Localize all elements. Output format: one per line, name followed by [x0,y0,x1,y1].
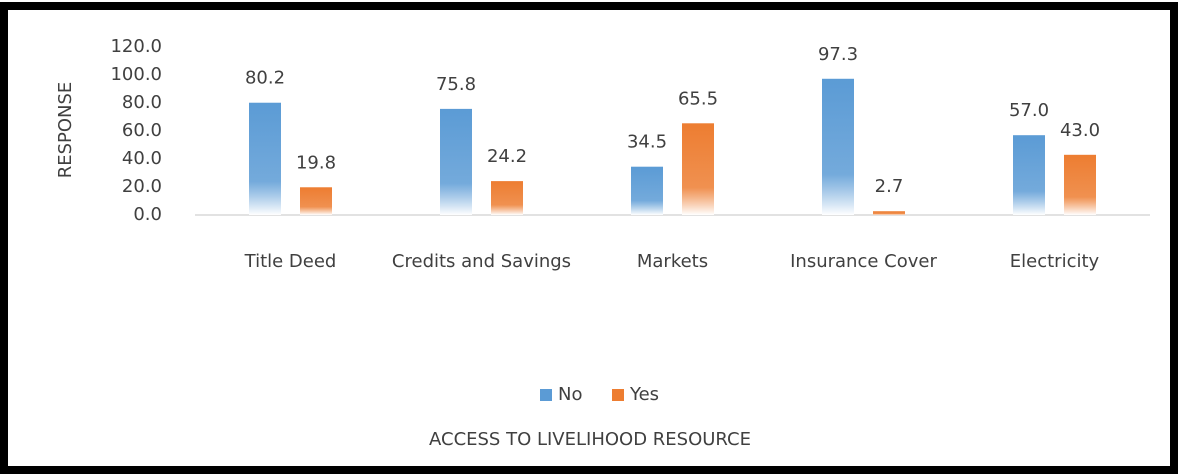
bar [440,108,472,215]
legend-swatch [612,389,624,401]
y-tick-label: 100.0 [110,64,162,85]
bar [249,102,281,215]
y-tick-label: 80.0 [122,92,162,113]
bar [1013,135,1045,215]
legend-label: No [558,384,582,405]
bar [300,187,332,215]
y-tick-label: 0.0 [133,204,162,225]
bar [873,211,905,215]
bar [1064,154,1096,215]
x-axis-title: ACCESS TO LIVELIHOOD RESOURCE [429,429,751,450]
bar [631,166,663,215]
data-label: 97.3 [818,44,858,65]
legend-label: Yes [629,384,659,405]
x-tick-label: Title Deed [244,251,337,272]
data-label: 57.0 [1009,100,1049,121]
data-label: 2.7 [875,176,904,197]
bar [682,123,714,215]
bar [491,181,523,215]
x-tick-label: Insurance Cover [790,251,937,272]
y-axis-title: RESPONSE [55,82,76,179]
x-tick-label: Credits and Savings [391,251,572,272]
data-label: 80.2 [245,68,285,89]
legend-swatch [540,389,552,401]
x-tick-label: Markets [636,251,709,272]
bar [822,78,854,215]
y-tick-label: 40.0 [122,148,162,169]
data-label: 65.5 [678,88,718,109]
y-tick-label: 60.0 [122,120,162,141]
x-tick-label: Electricity [1009,251,1100,272]
data-label: 43.0 [1060,120,1100,141]
data-label: 75.8 [436,74,476,95]
data-label: 34.5 [627,132,667,153]
data-label: 24.2 [487,146,527,167]
y-tick-label: 120.0 [110,36,162,57]
data-label: 19.8 [296,152,336,173]
y-tick-label: 20.0 [122,176,162,197]
